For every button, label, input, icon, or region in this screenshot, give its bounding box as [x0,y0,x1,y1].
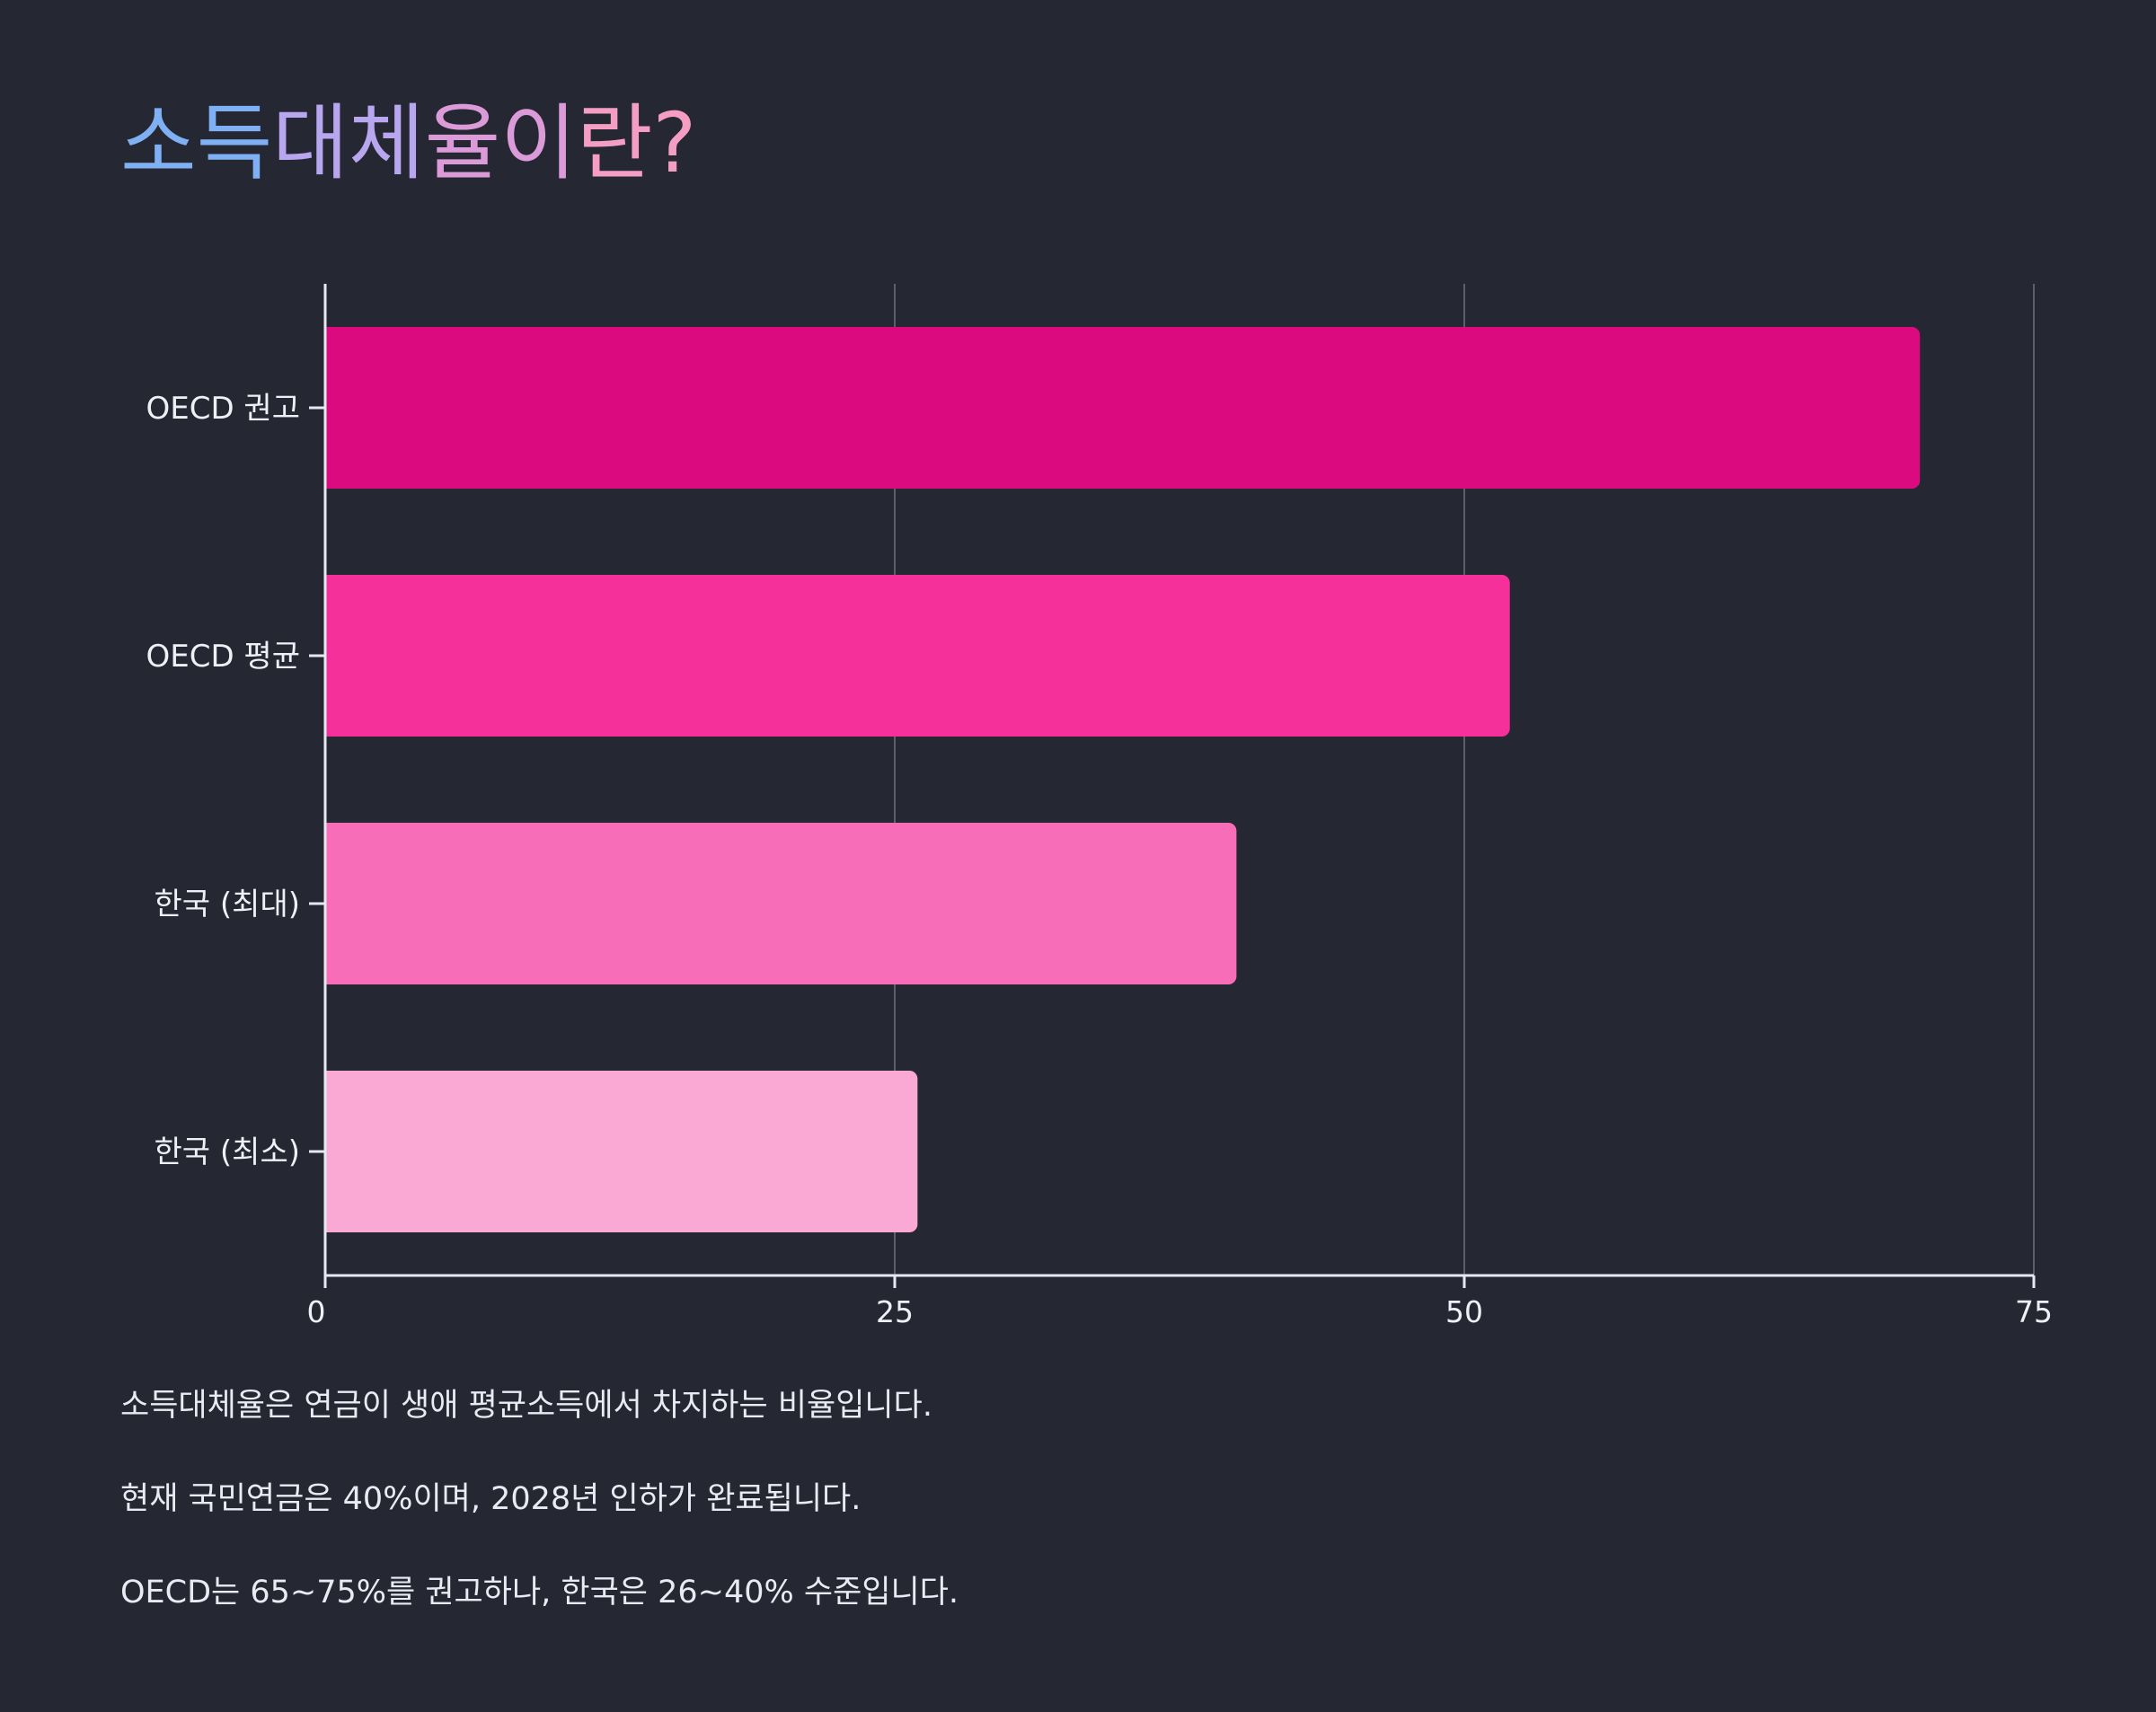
title-part: 란? [576,95,697,191]
bar [325,575,1510,737]
bar [325,327,1921,489]
x-tick-label: 50 [1445,1294,1483,1329]
bar-base [325,575,336,737]
description-line-2: 현재 국민연금은 40%이며, 2028년 인하가 완료됩니다. [120,1481,862,1517]
y-tick-label: OECD 평균 [146,639,300,675]
x-tick-label: 0 [307,1294,326,1329]
page-title: 소득대체율이란? [120,90,696,198]
x-tick-label: 75 [2015,1294,2053,1329]
description-line-3: OECD는 65~75%를 권고하나, 한국은 26~40% 수준입니다. [120,1575,959,1611]
title-part: 소득 [120,95,273,191]
title-part: 율이 [424,95,577,191]
bar [325,1071,918,1232]
y-tick-label: 한국 (최대) [155,887,300,922]
y-tick-label: 한국 (최소) [155,1134,300,1170]
description-line-1: 소득대체율은 연금이 생애 평균소득에서 차지하는 비율입니다. [120,1388,932,1424]
x-tick-label: 25 [876,1294,914,1329]
bar-base [325,327,336,489]
bar [325,823,1237,984]
bar-base [325,823,336,984]
bar-base [325,1071,336,1232]
y-tick-label: OECD 권고 [146,391,300,427]
title-part: 대체 [272,95,425,191]
